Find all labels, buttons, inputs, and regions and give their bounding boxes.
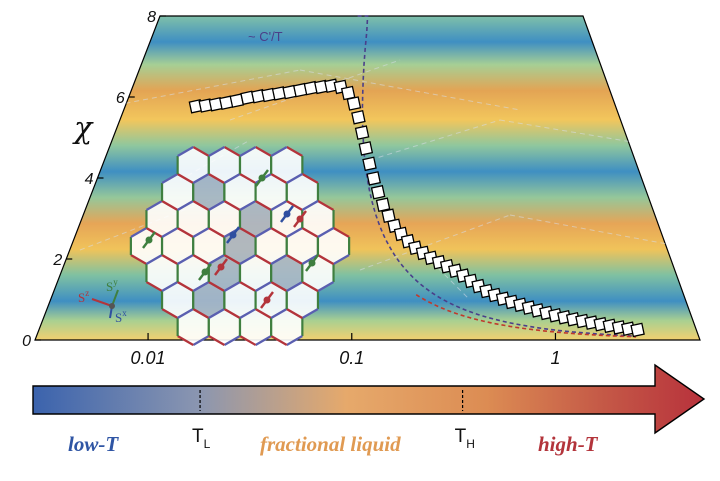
spin-x-sup: x <box>122 308 127 318</box>
y-tick-label: 4 <box>85 171 94 188</box>
chi-marker <box>346 96 362 111</box>
spin-axes-legend: Sz Sy Sx <box>78 277 127 325</box>
spin-y-sup: y <box>113 277 118 287</box>
svg-text:Sz: Sz <box>78 288 89 305</box>
x-tick-label: 0.01 <box>131 348 166 368</box>
axis-ticks: 0.01 0.1 1 0 2 4 6 8 <box>22 9 560 368</box>
spin-z-label: S <box>78 290 85 305</box>
y-axis-label: χ <box>72 111 94 146</box>
y-tick-label: 6 <box>116 90 125 107</box>
spin-x-label: S <box>115 310 122 325</box>
chi-marker <box>351 110 366 125</box>
chi-marker <box>375 197 391 212</box>
svg-text:Sy: Sy <box>106 277 118 294</box>
x-tick-label: 1 <box>550 348 560 368</box>
fractional-liquid-label: fractional liquid <box>260 432 401 456</box>
temperature-colorbar: TL TH low-T fractional liquid high-T <box>32 363 706 456</box>
fit-curve-1 <box>415 294 637 338</box>
chi-marker <box>362 156 377 172</box>
y-tick-label: 2 <box>52 252 62 269</box>
fit-label: ~ C'/T <box>248 29 283 44</box>
y-tick-label: 0 <box>22 333 31 350</box>
spin-y-label: S <box>106 279 113 294</box>
spin-z-sup: z <box>85 288 89 298</box>
svg-text:Sx: Sx <box>115 308 127 325</box>
chi-marker <box>358 141 374 156</box>
TH-label: TH <box>455 426 475 451</box>
chi-marker <box>370 184 386 200</box>
low-t-label: low-T <box>68 432 119 456</box>
honeycomb-lattice-inset <box>129 146 351 346</box>
y-tick-label: 8 <box>147 9 156 26</box>
high-t-label: high-T <box>538 432 599 456</box>
chi-markers <box>188 78 645 338</box>
colorbar-arrow <box>32 363 706 435</box>
chi-marker <box>354 125 370 140</box>
chi-marker <box>630 322 645 338</box>
chi-marker <box>366 171 381 186</box>
crossover-marks: TL TH <box>192 390 475 451</box>
TL-label: TL <box>192 426 211 451</box>
x-tick-label: 0.1 <box>339 348 364 368</box>
